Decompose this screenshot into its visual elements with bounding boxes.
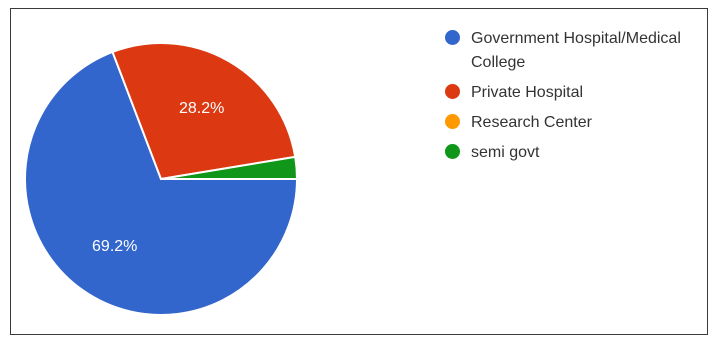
legend-item-3: semi govt bbox=[445, 141, 713, 165]
legend-label: Research Center bbox=[471, 114, 592, 131]
chart-frame: 69.2% 28.2% Government Hospital/Medical C… bbox=[10, 8, 708, 335]
slice-label-1: 28.2% bbox=[179, 100, 224, 117]
legend-swatch-icon bbox=[445, 144, 460, 159]
legend-item-1: Private Hospital bbox=[445, 81, 713, 105]
legend-swatch-icon bbox=[445, 30, 460, 45]
pie-chart: 69.2% 28.2% bbox=[24, 42, 299, 316]
slice-label-0: 69.2% bbox=[92, 238, 137, 255]
legend-swatch-icon bbox=[445, 114, 460, 129]
pie-slice-3 bbox=[160, 155, 299, 180]
pie-slice-1 bbox=[111, 42, 297, 181]
legend-item-0: Government Hospital/Medical College bbox=[445, 27, 713, 75]
pie-slice-0 bbox=[24, 50, 299, 316]
legend: Government Hospital/Medical College Priva… bbox=[445, 27, 713, 171]
legend-label: Government Hospital/Medical College bbox=[471, 30, 681, 71]
legend-label: semi govt bbox=[471, 144, 540, 161]
legend-swatch-icon bbox=[445, 84, 460, 99]
legend-item-2: Research Center bbox=[445, 111, 713, 135]
legend-label: Private Hospital bbox=[471, 84, 584, 101]
